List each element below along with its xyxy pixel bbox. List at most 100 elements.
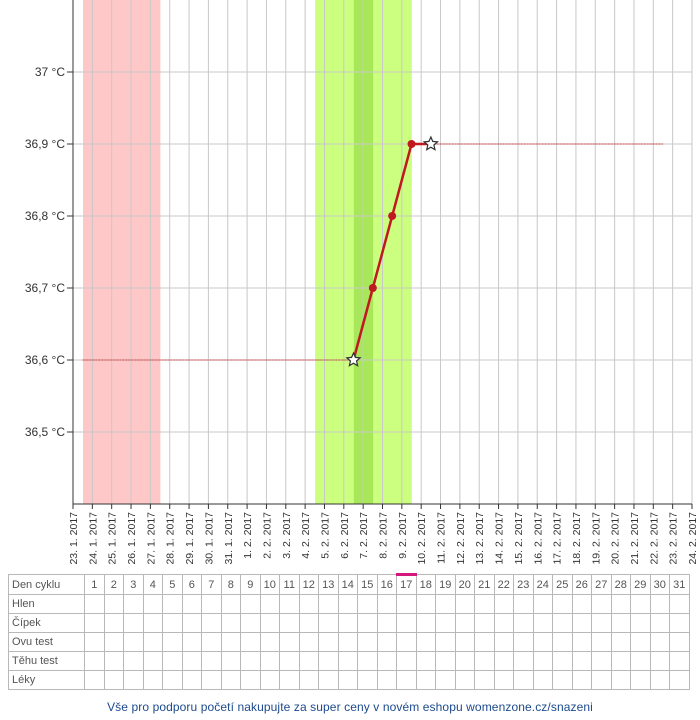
table-cell[interactable] [649, 632, 670, 652]
table-cell[interactable] [630, 670, 651, 690]
table-cell[interactable] [591, 632, 612, 652]
table-cell[interactable] [181, 594, 202, 614]
table-cell[interactable] [162, 594, 183, 614]
table-cell[interactable] [513, 613, 534, 633]
table-cell[interactable] [259, 670, 280, 690]
table-cell[interactable] [474, 670, 495, 690]
table-cell[interactable] [532, 594, 553, 614]
table-cell[interactable] [240, 632, 261, 652]
table-cell[interactable] [259, 651, 280, 671]
table-cell[interactable] [493, 632, 514, 652]
table-cell[interactable] [513, 651, 534, 671]
table-cell[interactable] [376, 594, 397, 614]
table-cell[interactable] [220, 651, 241, 671]
table-cell[interactable] [220, 632, 241, 652]
table-cell[interactable] [669, 651, 690, 671]
table-cell[interactable] [298, 670, 319, 690]
table-cell[interactable] [571, 594, 592, 614]
table-cell[interactable] [259, 613, 280, 633]
table-cell[interactable] [201, 613, 222, 633]
table-cell[interactable] [610, 613, 631, 633]
table-cell[interactable] [591, 594, 612, 614]
table-cell[interactable] [415, 594, 436, 614]
table-cell[interactable] [435, 651, 456, 671]
table-cell[interactable] [103, 651, 124, 671]
table-cell[interactable] [493, 594, 514, 614]
table-cell[interactable] [84, 632, 105, 652]
table-cell[interactable] [162, 651, 183, 671]
table-cell[interactable] [435, 632, 456, 652]
table-cell[interactable] [630, 594, 651, 614]
table-cell[interactable] [435, 613, 456, 633]
table-cell[interactable] [396, 670, 417, 690]
table-cell[interactable] [669, 632, 690, 652]
table-cell[interactable] [376, 613, 397, 633]
table-cell[interactable] [357, 613, 378, 633]
table-cell[interactable] [181, 632, 202, 652]
table-cell[interactable] [532, 651, 553, 671]
table-cell[interactable] [103, 632, 124, 652]
table-cell[interactable] [240, 613, 261, 633]
table-cell[interactable] [493, 670, 514, 690]
table-cell[interactable] [513, 632, 534, 652]
table-cell[interactable] [415, 632, 436, 652]
table-cell[interactable] [415, 651, 436, 671]
table-cell[interactable] [493, 651, 514, 671]
table-cell[interactable] [337, 670, 358, 690]
table-cell[interactable] [298, 613, 319, 633]
table-cell[interactable] [610, 670, 631, 690]
table-cell[interactable] [123, 651, 144, 671]
table-cell[interactable] [357, 632, 378, 652]
table-cell[interactable] [318, 632, 339, 652]
table-cell[interactable] [532, 632, 553, 652]
table-cell[interactable] [552, 632, 573, 652]
table-cell[interactable] [123, 613, 144, 633]
table-cell[interactable] [201, 632, 222, 652]
table-cell[interactable] [493, 613, 514, 633]
table-cell[interactable] [240, 594, 261, 614]
table-cell[interactable] [532, 670, 553, 690]
table-cell[interactable] [279, 594, 300, 614]
table-cell[interactable] [669, 670, 690, 690]
table-cell[interactable] [337, 613, 358, 633]
table-cell[interactable] [630, 613, 651, 633]
table-cell[interactable] [649, 651, 670, 671]
table-cell[interactable] [591, 613, 612, 633]
table-cell[interactable] [220, 594, 241, 614]
table-cell[interactable] [220, 670, 241, 690]
table-cell[interactable] [357, 670, 378, 690]
table-cell[interactable] [571, 632, 592, 652]
table-cell[interactable] [610, 651, 631, 671]
table-cell[interactable] [259, 594, 280, 614]
table-cell[interactable] [649, 613, 670, 633]
table-cell[interactable] [630, 632, 651, 652]
table-cell[interactable] [454, 613, 475, 633]
eshop-link[interactable]: Vše pro podporu početí nakupujte za supe… [107, 700, 593, 714]
table-cell[interactable] [142, 632, 163, 652]
table-cell[interactable] [279, 670, 300, 690]
table-cell[interactable] [415, 613, 436, 633]
table-cell[interactable] [552, 670, 573, 690]
table-cell[interactable] [454, 594, 475, 614]
table-cell[interactable] [357, 651, 378, 671]
table-cell[interactable] [474, 594, 495, 614]
table-cell[interactable] [318, 594, 339, 614]
table-cell[interactable] [610, 594, 631, 614]
table-cell[interactable] [669, 594, 690, 614]
table-cell[interactable] [396, 613, 417, 633]
table-cell[interactable] [591, 670, 612, 690]
table-cell[interactable] [123, 594, 144, 614]
table-cell[interactable] [552, 613, 573, 633]
table-cell[interactable] [142, 613, 163, 633]
table-cell[interactable] [240, 651, 261, 671]
table-cell[interactable] [571, 651, 592, 671]
table-cell[interactable] [123, 632, 144, 652]
table-cell[interactable] [142, 594, 163, 614]
table-cell[interactable] [162, 670, 183, 690]
table-cell[interactable] [571, 613, 592, 633]
table-cell[interactable] [649, 670, 670, 690]
table-cell[interactable] [435, 670, 456, 690]
table-cell[interactable] [318, 613, 339, 633]
table-cell[interactable] [376, 632, 397, 652]
table-cell[interactable] [201, 594, 222, 614]
